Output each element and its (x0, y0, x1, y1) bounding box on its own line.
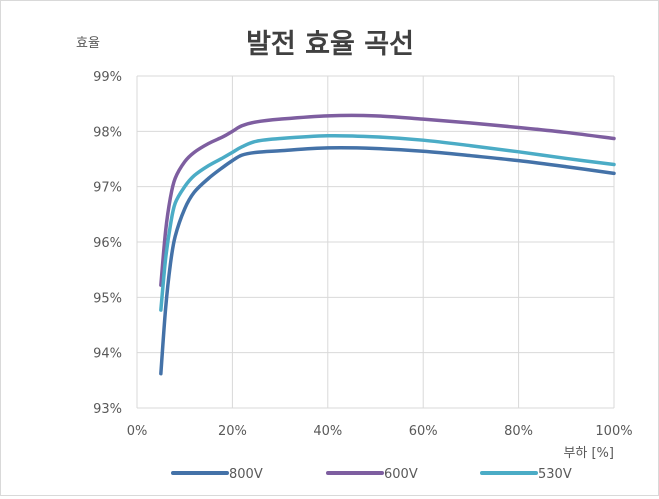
y-tick-label: 93% (93, 402, 122, 417)
x-tick-label: 0% (127, 424, 148, 439)
grid (136, 75, 615, 409)
x-tick-label: 60% (409, 424, 438, 439)
tick-labels: 93% 94% 95% 96% 97% 98% 99% 0% 20% 40% 60% 80% 100% (93, 70, 632, 439)
x-tick-label: 100% (595, 424, 632, 439)
x-tick-label: 20% (218, 424, 247, 439)
x-tick-label: 40% (313, 424, 342, 439)
legend-label-600v: 600V (384, 467, 418, 482)
legend-label-530v: 530V (538, 467, 572, 482)
x-axis-label: 부하 [%] (563, 446, 614, 461)
y-axis-label: 효율 (76, 36, 100, 51)
chart-title: 발전 효율 곡선 (246, 29, 414, 60)
legend-label-800v: 800V (229, 467, 263, 482)
legend: 800V 600V 530V (171, 467, 572, 482)
y-tick-label: 96% (93, 236, 122, 251)
y-tick-label: 99% (93, 70, 122, 85)
y-tick-label: 98% (93, 125, 122, 140)
y-tick-label: 95% (93, 291, 122, 306)
series-line-800v (159, 146, 616, 376)
y-tick-label: 97% (93, 181, 122, 196)
series-lines (159, 113, 616, 376)
series-line-530v (159, 133, 616, 312)
x-tick-label: 80% (504, 424, 533, 439)
y-tick-label: 94% (93, 347, 122, 362)
series-line-600v (159, 113, 616, 287)
